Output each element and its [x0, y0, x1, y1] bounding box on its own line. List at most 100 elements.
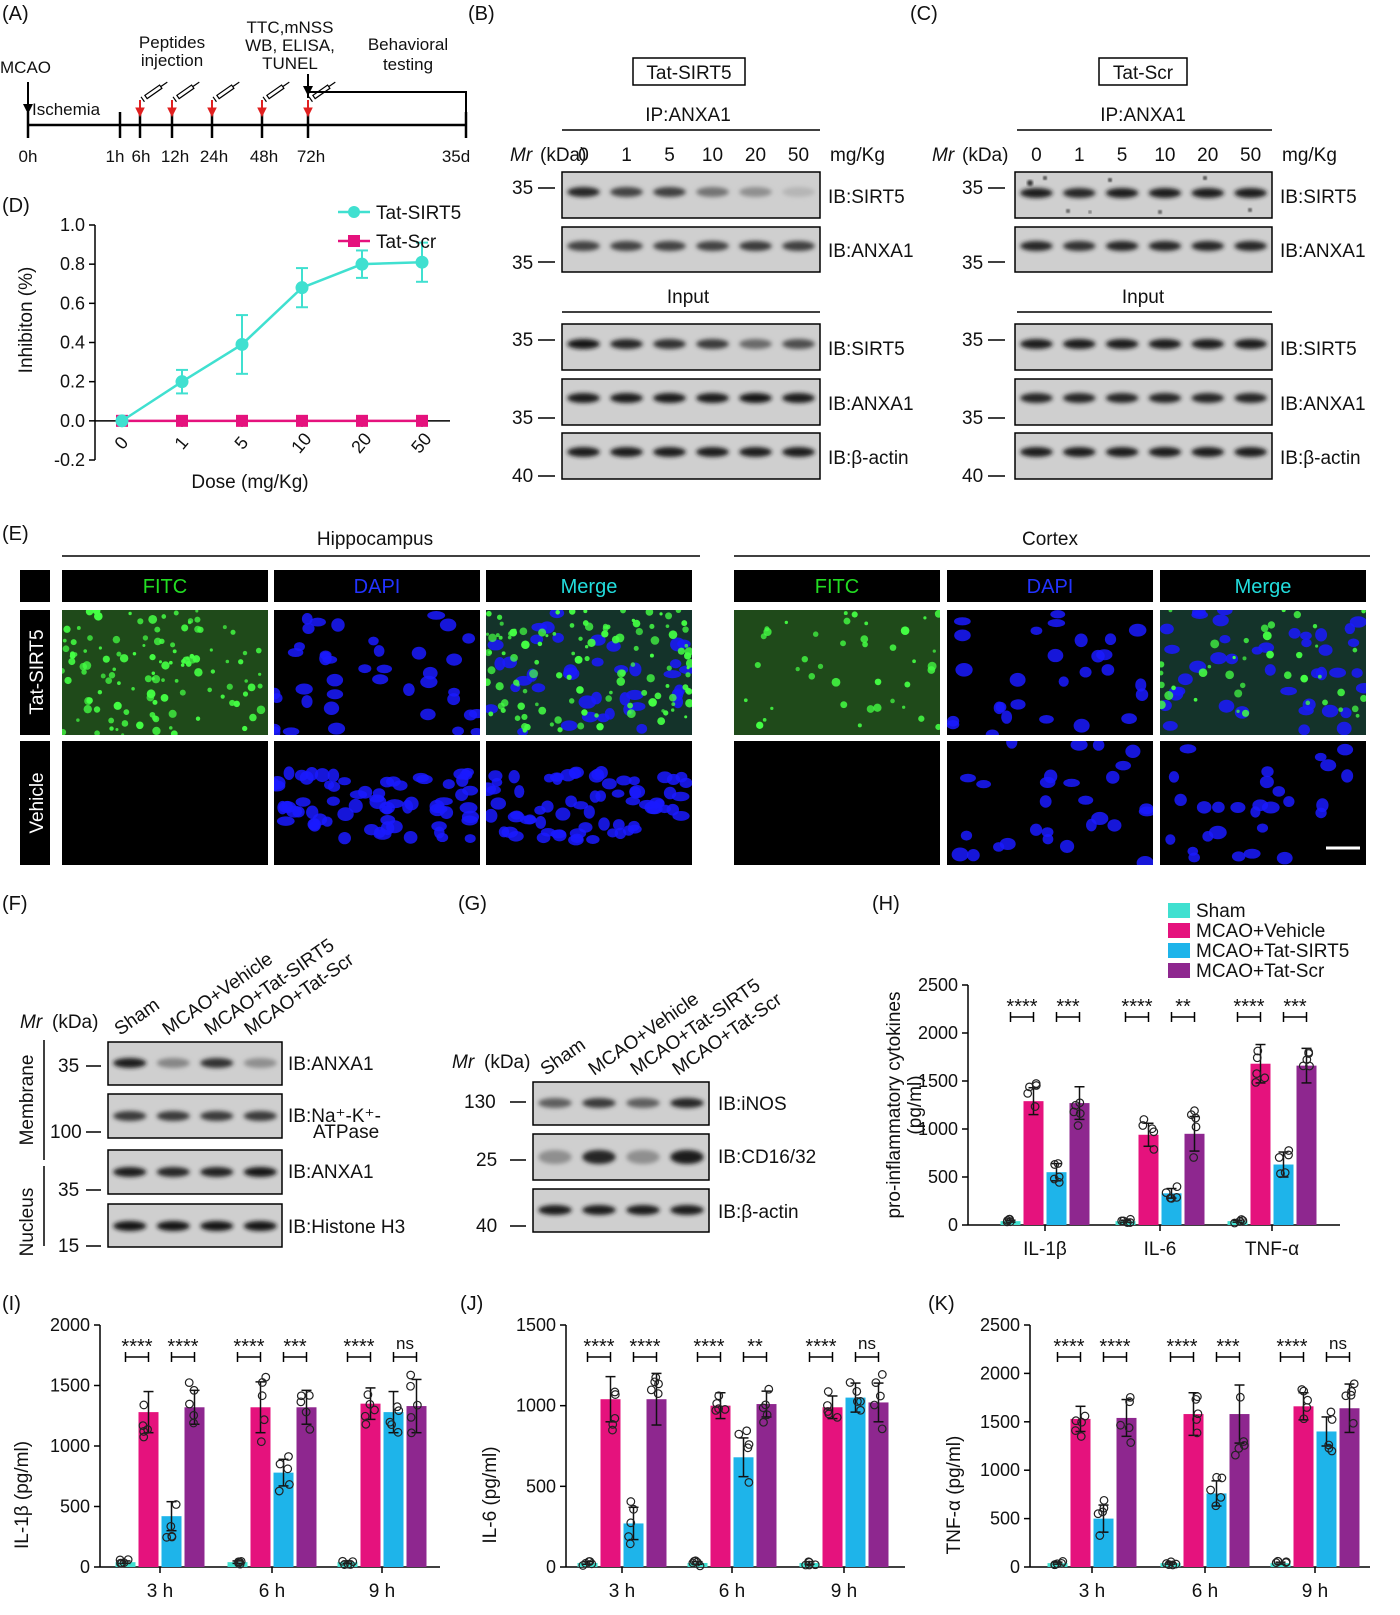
f-band	[113, 1221, 147, 1231]
b-band	[696, 187, 729, 197]
e-nucleus	[535, 816, 546, 829]
e-fitc-dot	[514, 715, 521, 721]
h-datapoint	[1284, 1150, 1293, 1160]
e-nucleus	[563, 664, 578, 678]
e-nucleus	[612, 819, 625, 831]
j-datapoint	[691, 1556, 700, 1566]
b-mw-35-2: 35	[512, 253, 533, 274]
e-fitc-dot	[1260, 624, 1269, 633]
e-fitc-dot	[137, 618, 144, 625]
i-datapoint	[361, 1419, 371, 1429]
d-x-tick-label: 10	[287, 429, 315, 457]
d-point	[355, 257, 369, 271]
i-datapoint	[234, 1558, 243, 1568]
j-datapoint	[651, 1373, 661, 1382]
j-datapoint	[608, 1419, 618, 1429]
e-fitc-dot	[497, 702, 505, 710]
e-fitc-dot	[671, 702, 676, 707]
c-dose-20: 20	[1197, 145, 1218, 166]
panel-d-chart: -0.2 0.0 0.2 0.4 0.6 0.8 1.0 0 1 5 10 20 50 Dose (mg…	[16, 203, 461, 493]
k-bar	[1116, 1417, 1137, 1567]
e-fitc-dot	[1338, 707, 1344, 713]
h-datapoint	[1125, 1218, 1135, 1227]
i-x-label: 6 h	[259, 1581, 285, 1602]
e-fitc-dot	[170, 642, 176, 648]
e-nucleus	[338, 777, 351, 786]
e-nucleus	[326, 689, 344, 700]
f-mw-15: 15	[58, 1236, 79, 1257]
e-fitc-dot	[233, 700, 240, 708]
j-y-tick-label: 500	[526, 1476, 556, 1496]
e-nucleus	[674, 684, 685, 697]
c-title: Tat-Scr	[1113, 63, 1174, 84]
e-nucleus	[1125, 744, 1141, 758]
h-y-tick-label: 500	[928, 1167, 958, 1187]
e-fitc-dot	[131, 687, 135, 691]
e-cortex-label: Cortex	[1022, 529, 1078, 550]
e-nucleus	[1107, 819, 1122, 832]
e-nucleus	[411, 646, 427, 660]
e-nucleus	[589, 790, 601, 803]
e-nucleus	[1101, 664, 1115, 676]
e-fitc-dot	[601, 630, 609, 638]
h-datapoint	[1230, 1218, 1240, 1228]
e-nucleus	[657, 771, 673, 784]
d-legend-marker-scr	[348, 235, 360, 247]
c-ib-bactin: IB:β-actin	[1280, 448, 1361, 469]
e-fitc-dot	[238, 659, 244, 665]
k-datapoint	[1192, 1428, 1202, 1438]
e-fitc-dot	[1315, 644, 1319, 648]
time-label-1h: 1h	[106, 147, 125, 166]
k-datapoint	[1076, 1432, 1086, 1441]
e-nucleus	[1344, 623, 1356, 635]
h-datapoint	[1251, 1077, 1261, 1087]
e-fitc-dot	[659, 612, 663, 616]
e-nucleus	[1351, 668, 1363, 678]
e-nucleus	[1010, 699, 1026, 710]
f-band	[243, 1167, 277, 1177]
j-sig-label: ****	[805, 1336, 836, 1358]
e-tile-bg	[62, 741, 268, 865]
h-x-label: IL-6	[1144, 1239, 1177, 1260]
behavioral-bracket	[307, 91, 467, 112]
e-nucleus	[486, 704, 498, 714]
panel-letter-a: (A)	[2, 3, 29, 25]
e-fitc-dot	[516, 682, 520, 687]
h-datapoint	[1050, 1160, 1060, 1169]
c-mr-label: Mr	[932, 145, 955, 166]
k-bar	[1183, 1414, 1204, 1567]
c-band	[1148, 393, 1182, 403]
k-datapoint	[1347, 1387, 1356, 1396]
e-fitc-dot	[230, 629, 236, 635]
e-nucleus	[439, 618, 457, 632]
i-datapoint	[407, 1428, 416, 1438]
e-nucleus	[1074, 633, 1088, 648]
f-lane-labels: ShamMCAO+VehicleMCAO+Tat-SIRT5MCAO+Tat-S…	[111, 935, 359, 1040]
h-y-tick-label: 1500	[918, 1071, 958, 1091]
h-bar	[1250, 1063, 1271, 1225]
e-fitc-dot	[633, 645, 639, 651]
e-nucleus	[591, 768, 604, 781]
e-nucleus	[1321, 704, 1339, 718]
d-y-tick-label: 0.4	[60, 333, 85, 353]
j-datapoint	[714, 1404, 724, 1414]
e-nucleus	[578, 695, 597, 709]
f-band	[113, 1058, 147, 1068]
e-nucleus	[1298, 724, 1310, 735]
e-nucleus	[1210, 652, 1227, 665]
d-y-tick-label: -0.2	[54, 450, 85, 470]
k-datapoint	[1327, 1415, 1337, 1424]
e-fitc-dot	[257, 683, 263, 689]
e-fitc-dot	[160, 693, 169, 702]
k-datapoint	[1348, 1418, 1358, 1428]
e-fitc-dot	[576, 686, 584, 694]
e-nucleus	[1298, 705, 1314, 716]
i-datapoint	[162, 1532, 172, 1542]
injection-arrows	[135, 100, 313, 118]
e-nucleus	[323, 701, 340, 715]
e-nucleus	[560, 768, 576, 782]
e-fitc-dot	[1198, 668, 1208, 678]
b-band	[696, 393, 729, 403]
e-fitc-dot	[119, 654, 129, 663]
e-fitc-dot	[256, 705, 266, 715]
